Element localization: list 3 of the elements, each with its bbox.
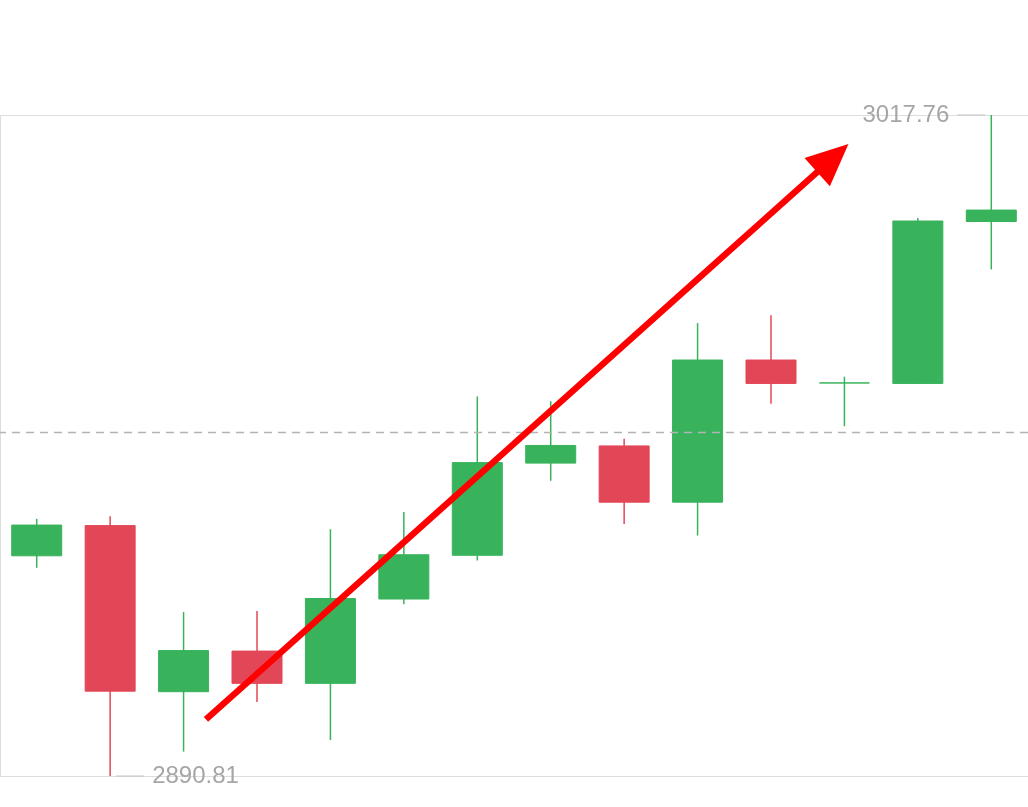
annotation: 3017.76 — [862, 100, 950, 127]
annotation: 2890.81 — [152, 761, 239, 788]
candlestick — [818, 375, 870, 427]
